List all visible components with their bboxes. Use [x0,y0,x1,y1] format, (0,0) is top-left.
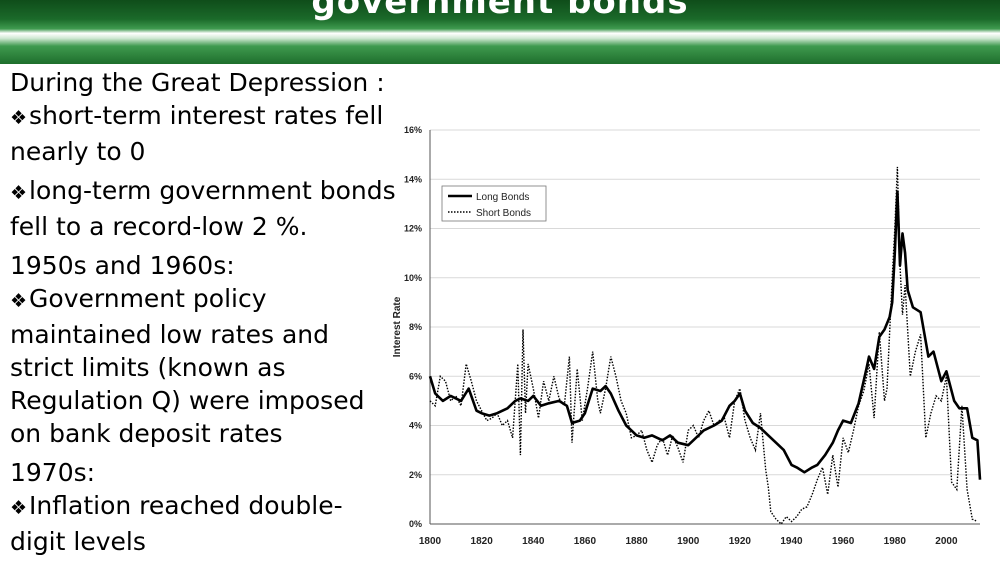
bullet-text: short-term interest rates fell nearly to… [10,101,384,166]
bullet-point: ❖short-term interest rates fell nearly t… [10,99,398,168]
slide-text: During the Great Depression : ❖short-term… [10,66,398,564]
diamond-bullet-icon: ❖ [10,182,28,204]
slide-title: government bonds [311,0,689,22]
legend-label: Short Bonds [476,208,531,219]
diamond-bullet-icon: ❖ [10,107,28,129]
bullet-point: ❖Government policy maintained low rates … [10,282,398,450]
x-tick-label: 1800 [419,536,442,547]
bullet-text: Inflation reached double-digit levels [10,491,343,556]
y-tick-label: 0% [409,519,422,529]
x-tick-label: 1900 [677,536,700,547]
title-banner: government bonds [0,0,1000,64]
short-bonds-line [429,166,978,526]
legend-box [441,185,547,222]
long-bonds-line [428,190,982,480]
x-tick-label: 1820 [471,536,494,547]
x-tick-label: 1920 [729,536,752,547]
diamond-bullet-icon: ❖ [10,290,28,312]
y-tick-label: 16% [404,125,422,135]
y-tick-label: 8% [409,322,422,332]
y-axis-label: Interest Rate [392,296,403,357]
x-tick-label: 1960 [832,536,855,547]
x-tick-label: 1940 [780,536,803,547]
x-tick-label: 1840 [522,536,545,547]
y-tick-label: 2% [409,470,422,480]
diamond-bullet-icon: ❖ [10,497,28,519]
y-tick-label: 4% [409,421,422,431]
bullet-text: long-term government bonds fell to a rec… [10,176,396,241]
x-tick-label: 1860 [574,536,597,547]
interest-rate-chart: 0% 2% 4% 6% 8% 10% 12% 14% 16% 1800 1820 1840 1860 18… [392,125,982,547]
bullet-point: ❖long-term government bonds fell to a re… [10,174,398,243]
section-heading: 1970s: [10,458,96,487]
bullet-point: ❖Inflation reached double-digit levels [10,489,398,558]
x-tick-label: 1880 [625,536,648,547]
x-tick-label: 1980 [884,536,907,547]
section-heading: During the Great Depression : [10,68,385,97]
section-heading: 1950s and 1960s: [10,251,235,280]
y-tick-label: 12% [404,224,422,234]
legend-label: Long Bonds [476,192,529,203]
bullet-text: Government policy maintained low rates a… [10,284,365,448]
y-tick-label: 14% [404,174,422,184]
y-tick-label: 10% [404,273,422,283]
x-tick-label: 2000 [935,536,958,547]
y-tick-label: 6% [409,371,422,381]
